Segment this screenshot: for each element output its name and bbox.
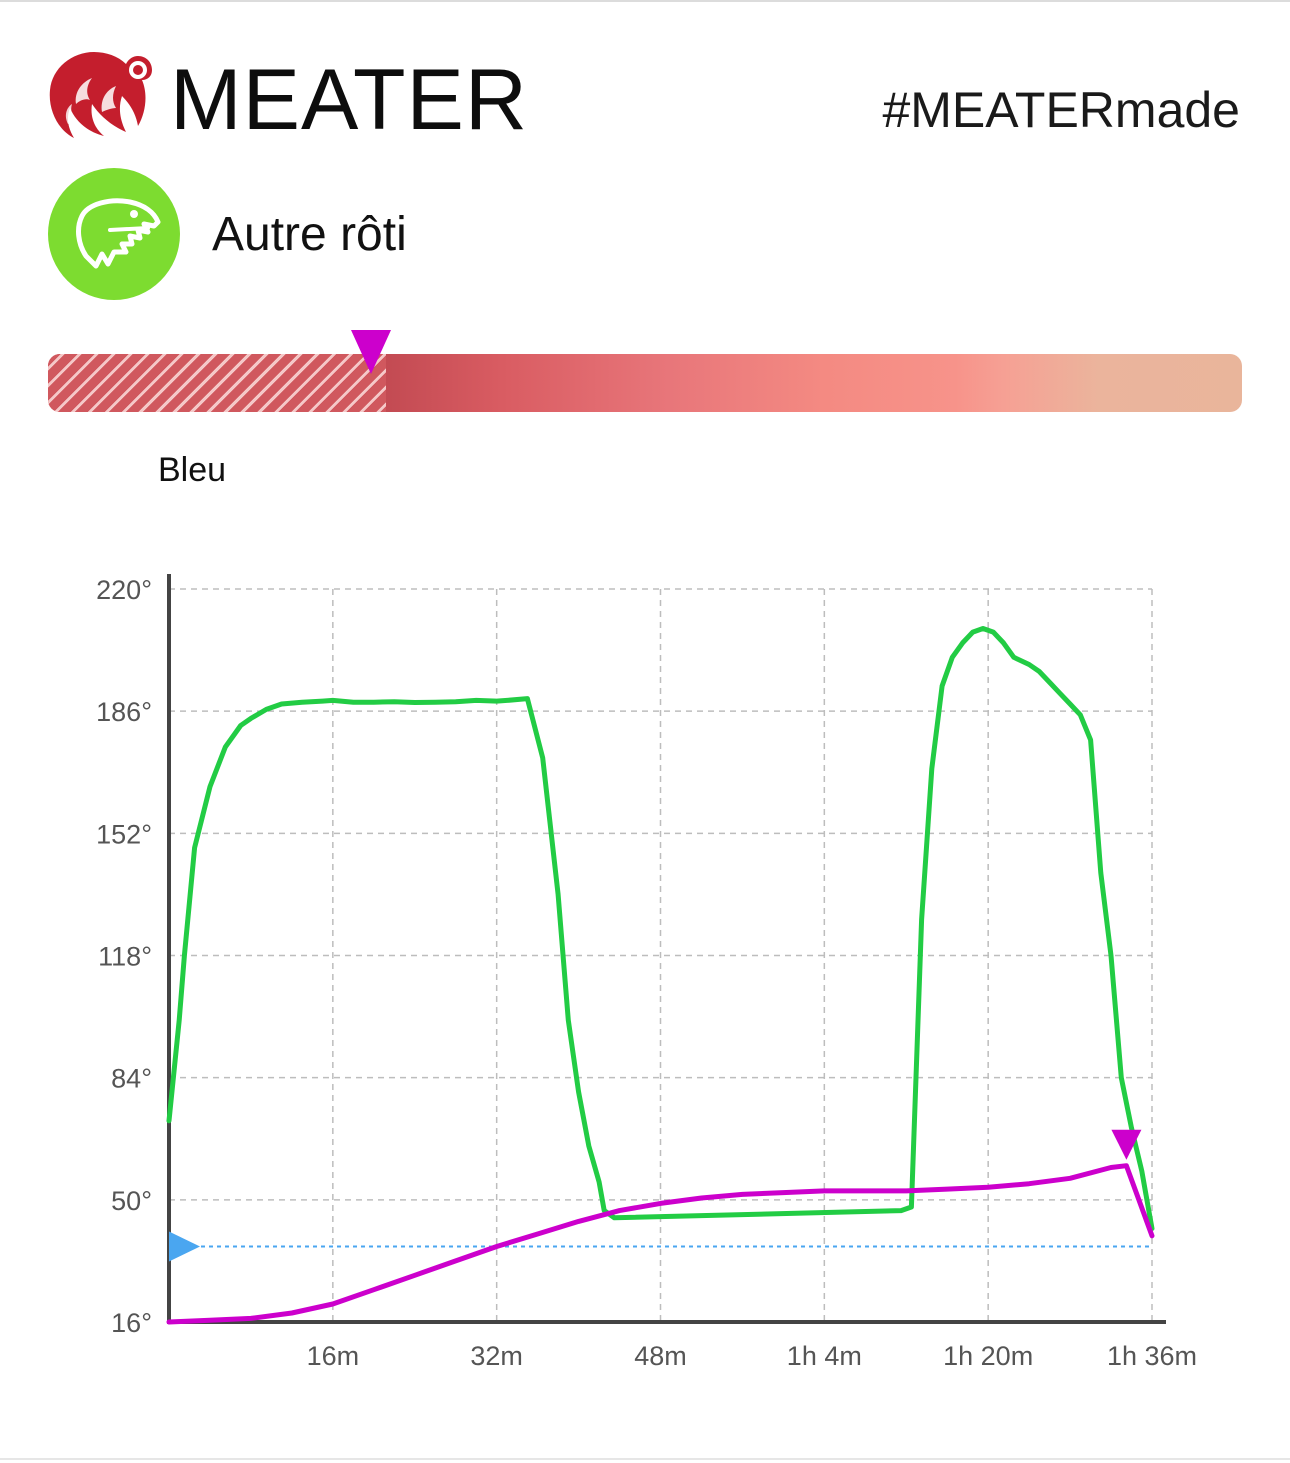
- ambient-temperature-line: [166, 626, 1155, 1232]
- y-tick-label: 186°: [96, 697, 152, 727]
- x-tick-label: 16m: [307, 1341, 360, 1371]
- target-temperature-arrow-icon: [169, 1231, 200, 1262]
- x-tick-label: 1h 20m: [943, 1341, 1033, 1371]
- x-tick-label: 32m: [470, 1341, 523, 1371]
- bottom-divider: [0, 1458, 1290, 1460]
- meat-type-label: Autre rôti: [212, 208, 407, 261]
- internal-temperature-marker-icon: [1111, 1129, 1142, 1160]
- y-tick-label: 84°: [111, 1064, 152, 1094]
- y-tick-label: 118°: [98, 942, 152, 972]
- x-tick-label: 48m: [634, 1341, 687, 1371]
- dinosaur-icon: [48, 168, 180, 300]
- y-tick-label: 16°: [111, 1308, 152, 1338]
- y-tick-label: 50°: [111, 1186, 152, 1216]
- internal-temperature-line: [166, 1163, 1155, 1325]
- doneness-bar: [48, 354, 1242, 412]
- doneness-progress-hatch: [48, 354, 386, 412]
- meater-flame-logo-icon: [46, 46, 156, 142]
- doneness-level-label: Bleu: [158, 451, 227, 489]
- temperature-chart: 16° 50° 84° 118° 152° 186° 220° 16m 32m 48m 1h 4m 1…: [96, 574, 1197, 1371]
- x-tick-label: 1h 36m: [1107, 1341, 1197, 1371]
- y-tick-label: 220°: [96, 575, 152, 605]
- brand-name: MEATER: [170, 52, 528, 148]
- doneness-target-marker-icon[interactable]: [351, 330, 391, 376]
- x-tick-label: 1h 4m: [787, 1341, 862, 1371]
- top-divider: [0, 0, 1290, 2]
- hashtag-link[interactable]: #MEATERmade: [882, 82, 1240, 138]
- y-tick-label: 152°: [96, 819, 152, 849]
